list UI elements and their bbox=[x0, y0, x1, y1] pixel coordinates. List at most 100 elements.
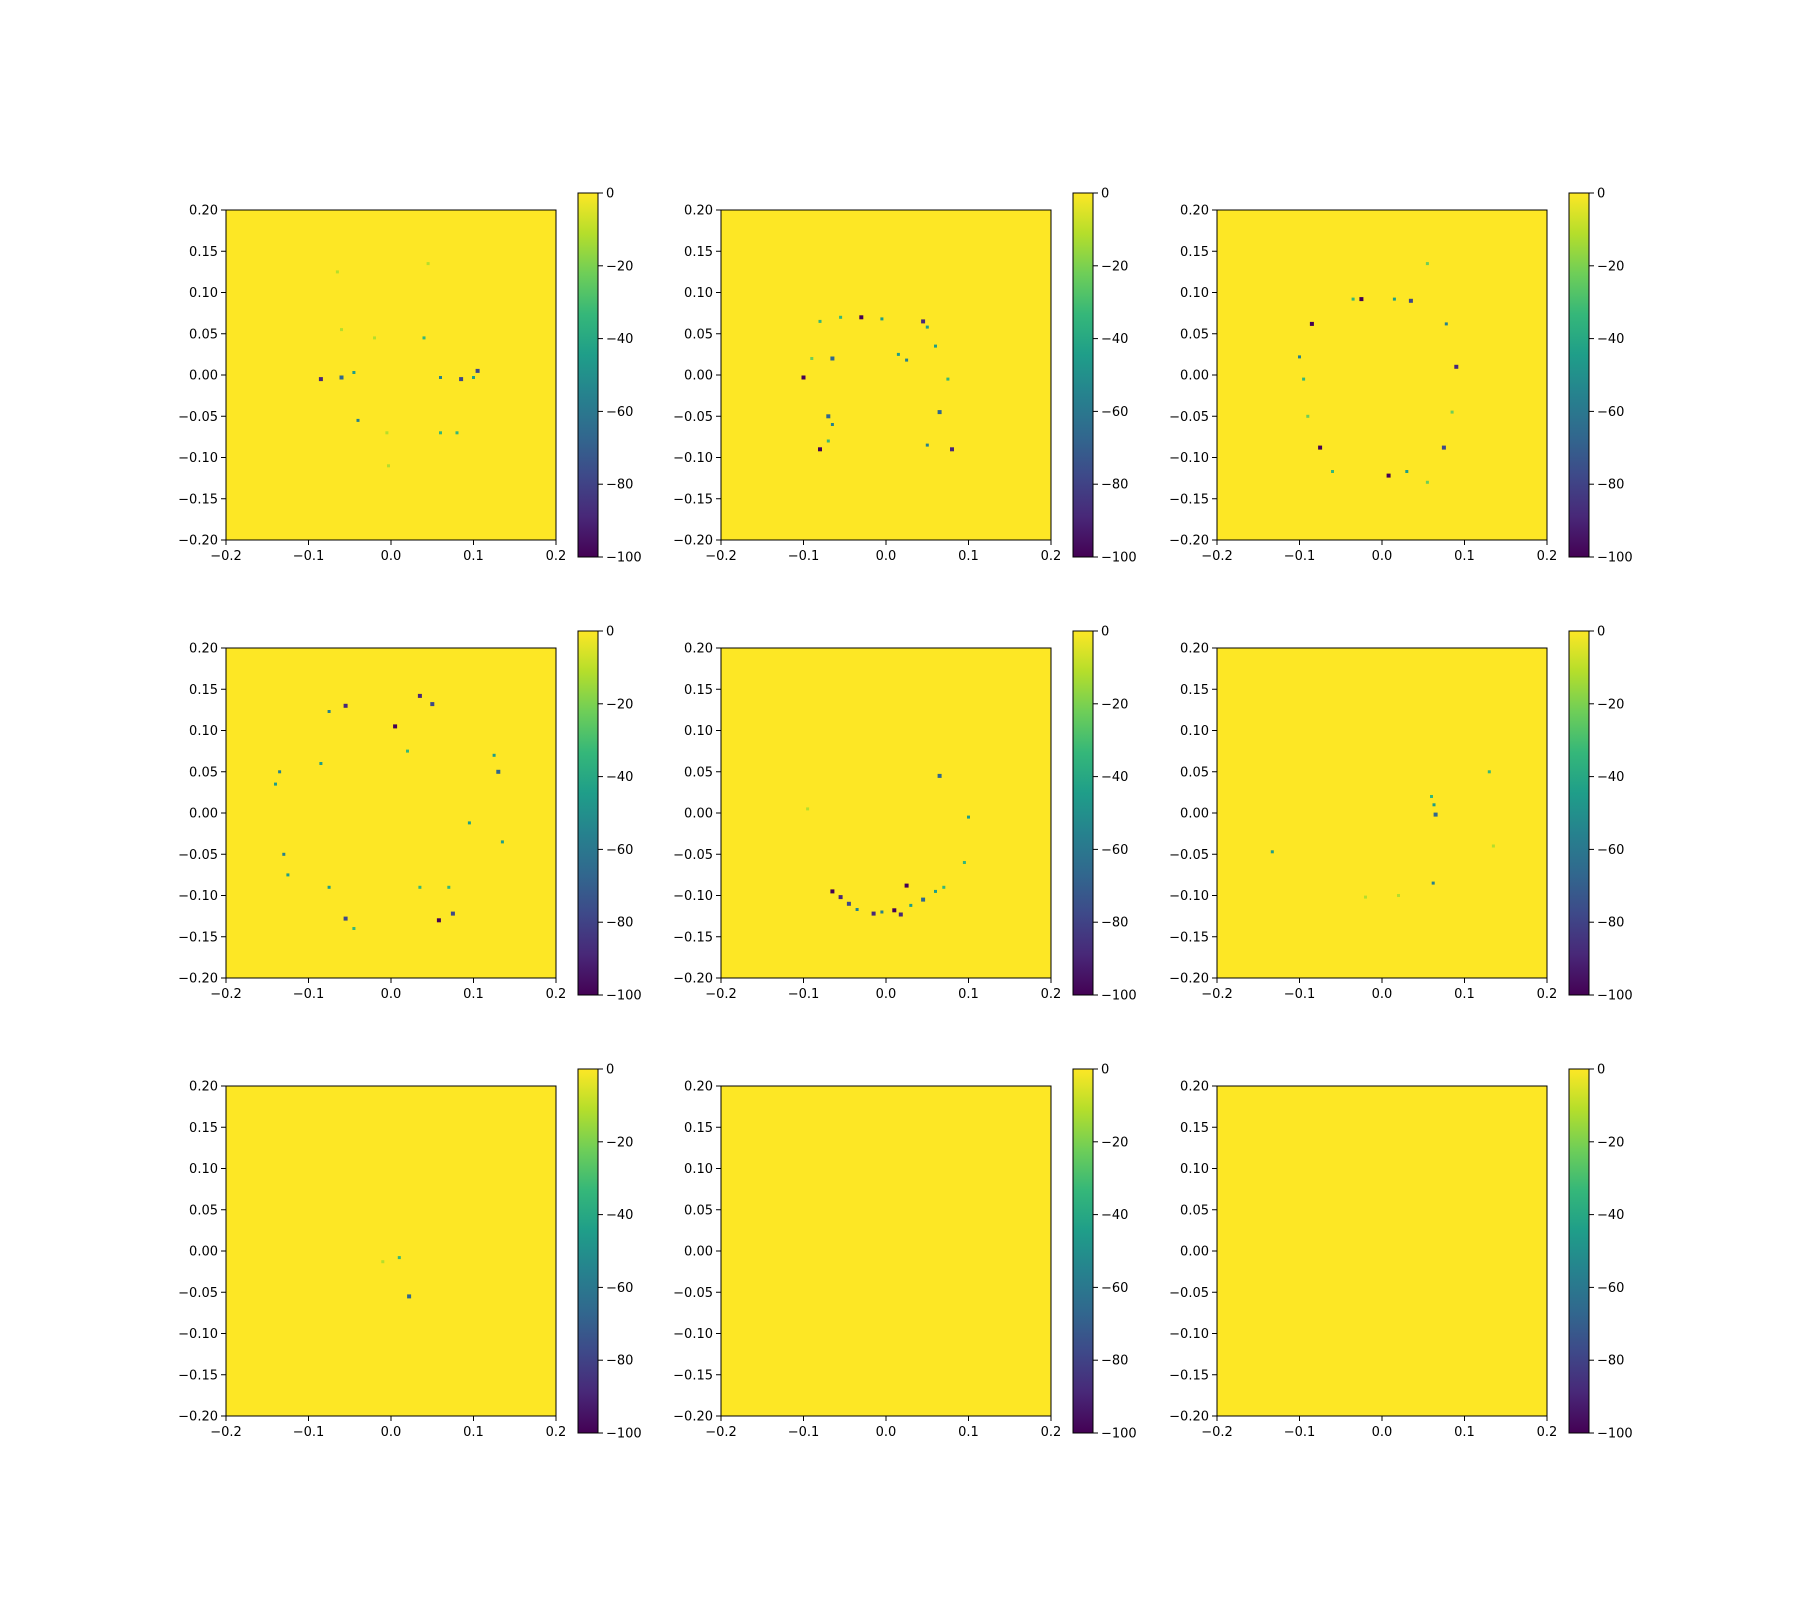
heatmap-cell bbox=[1392, 297, 1396, 301]
x-tick-label: 0.0 bbox=[381, 549, 402, 564]
heatmap-panel-1: −0.2 −0.1 0.0 0.1 0.2 −0.20 −0.15 −0.10 −0.05 0.0… bbox=[178, 187, 642, 566]
colorbar-tick-label: −60 bbox=[606, 1281, 633, 1296]
y-tick-label: −0.05 bbox=[178, 1286, 218, 1301]
colorbar-tick-label: −100 bbox=[1597, 551, 1633, 566]
x-tick-label: −0.2 bbox=[210, 549, 242, 564]
heatmap-cell bbox=[439, 431, 442, 435]
x-tick-label: 0.2 bbox=[1041, 1425, 1062, 1440]
y-tick-label: 0.05 bbox=[1180, 327, 1209, 342]
heatmap-panel-6: −0.2 −0.1 0.0 0.1 0.2 −0.20 −0.15 −0.10 −0.05 0.0… bbox=[1169, 625, 1633, 1004]
y-tick-label: −0.20 bbox=[1169, 1410, 1209, 1425]
x-tick-label: −0.2 bbox=[705, 987, 737, 1002]
colorbar: 0 −20 −40 −60 −80 −100 bbox=[577, 1063, 642, 1442]
x-tick-label: 0.1 bbox=[958, 549, 979, 564]
x-tick-label: 0.2 bbox=[1041, 549, 1062, 564]
heatmap-cell bbox=[327, 885, 331, 889]
y-tick-label: −0.10 bbox=[1169, 451, 1209, 466]
y-tick-label: −0.15 bbox=[673, 1368, 713, 1383]
heatmap-cell bbox=[855, 908, 859, 911]
colorbar: 0 −20 −40 −60 −80 −100 bbox=[577, 625, 642, 1004]
colorbar: 0 −20 −40 −60 −80 −100 bbox=[1072, 625, 1137, 1004]
colorbar-gradient bbox=[577, 1068, 599, 1434]
y-tick-label: 0.15 bbox=[189, 245, 218, 260]
colorbar-tick-label: −80 bbox=[1101, 1354, 1128, 1369]
heatmap-background bbox=[1217, 1086, 1547, 1416]
y-tick-label: 0.20 bbox=[684, 1080, 713, 1095]
colorbar: 0 −20 −40 −60 −80 −100 bbox=[577, 187, 642, 566]
x-tick-label: −0.2 bbox=[705, 549, 737, 564]
y-tick-label: −0.05 bbox=[178, 410, 218, 425]
y-tick-label: 0.10 bbox=[684, 724, 713, 739]
colorbar-tick-label: −80 bbox=[606, 1354, 633, 1369]
heatmap-cell bbox=[407, 1294, 412, 1299]
colorbar-tick-label: −60 bbox=[1101, 843, 1128, 858]
y-tick-label: −0.20 bbox=[178, 972, 218, 987]
y-tick-label: −0.20 bbox=[1169, 534, 1209, 549]
colorbar-tick-label: −20 bbox=[1101, 697, 1128, 712]
heatmap-cell bbox=[880, 910, 884, 914]
heatmap-cell bbox=[1270, 850, 1274, 854]
x-tick-label: 0.1 bbox=[958, 1425, 979, 1440]
x-tick-label: −0.1 bbox=[293, 549, 325, 564]
heatmap-cell bbox=[343, 916, 348, 921]
y-tick-label: 0.20 bbox=[1180, 1080, 1209, 1095]
y-tick-label: −0.20 bbox=[178, 534, 218, 549]
y-tick-label: 0.05 bbox=[684, 1203, 713, 1218]
y-tick-label: −0.10 bbox=[673, 889, 713, 904]
colorbar-tick-label: −100 bbox=[606, 551, 642, 566]
colorbar-tick-label: −60 bbox=[606, 405, 633, 420]
y-tick-label: 0.10 bbox=[1180, 1162, 1209, 1177]
heatmap-cell bbox=[1491, 844, 1495, 848]
colorbar-gradient bbox=[1568, 1068, 1590, 1434]
heatmap-cell bbox=[278, 770, 282, 774]
y-tick-label: −0.15 bbox=[178, 930, 218, 945]
heatmap-cell bbox=[1425, 480, 1429, 484]
y-tick-label: 0.00 bbox=[189, 369, 218, 384]
heatmap-panel-4: −0.2 −0.1 0.0 0.1 0.2 −0.20 −0.15 −0.10 −0.05 0.0… bbox=[178, 625, 642, 1004]
colorbar-tick-label: −100 bbox=[1597, 989, 1633, 1004]
y-tick-label: 0.20 bbox=[189, 1080, 218, 1095]
y-tick-label: −0.15 bbox=[178, 1368, 218, 1383]
heatmap-cell bbox=[967, 815, 970, 819]
y-tick-label: 0.15 bbox=[189, 1121, 218, 1136]
y-tick-label: −0.10 bbox=[673, 1327, 713, 1342]
heatmap-background bbox=[721, 1086, 1051, 1416]
heatmap-cell bbox=[950, 447, 954, 452]
colorbar-tick-label: −80 bbox=[1597, 1354, 1624, 1369]
colorbar-tick-label: −40 bbox=[606, 770, 633, 785]
heatmap-cell bbox=[1298, 355, 1301, 359]
colorbar-tick-label: −60 bbox=[1597, 405, 1624, 420]
heatmap-cell bbox=[1432, 803, 1436, 807]
colorbar-tick-label: −20 bbox=[606, 1135, 633, 1150]
x-tick-label: 0.1 bbox=[958, 987, 979, 1002]
colorbar-tick-label: −40 bbox=[1101, 770, 1128, 785]
colorbar-gradient bbox=[1568, 630, 1590, 996]
colorbar-tick-label: −20 bbox=[1597, 1135, 1624, 1150]
heatmap-panel-8: −0.2 −0.1 0.0 0.1 0.2 −0.20 −0.15 −0.10 −0.05 0.0… bbox=[673, 1063, 1137, 1442]
heatmap-cell bbox=[339, 375, 344, 380]
heatmap-cell bbox=[319, 762, 323, 765]
heatmap-cell bbox=[426, 262, 430, 266]
x-tick-label: −0.1 bbox=[293, 987, 325, 1002]
heatmap-cell bbox=[1364, 895, 1367, 899]
y-tick-label: 0.05 bbox=[189, 1203, 218, 1218]
x-tick-label: −0.2 bbox=[210, 1425, 242, 1440]
y-tick-label: 0.20 bbox=[1180, 204, 1209, 219]
colorbar-tick-label: −40 bbox=[1597, 1208, 1624, 1223]
heatmap-cell bbox=[455, 431, 459, 435]
heatmap-cell bbox=[1405, 470, 1409, 473]
x-tick-label: −0.1 bbox=[1284, 987, 1316, 1002]
y-tick-label: −0.05 bbox=[178, 848, 218, 863]
heatmap-cell bbox=[1359, 297, 1364, 302]
colorbar-tick-label: −100 bbox=[606, 1427, 642, 1442]
heatmap-cell bbox=[459, 377, 464, 382]
heatmap-cell bbox=[896, 352, 900, 356]
heatmap-cell bbox=[826, 414, 831, 419]
y-tick-label: 0.00 bbox=[189, 1245, 218, 1260]
colorbar-tick-label: 0 bbox=[606, 187, 614, 202]
heatmap-cell bbox=[905, 358, 909, 362]
x-tick-label: 0.2 bbox=[1041, 987, 1062, 1002]
heatmap-cell bbox=[818, 319, 822, 323]
x-tick-label: 0.1 bbox=[1454, 987, 1475, 1002]
